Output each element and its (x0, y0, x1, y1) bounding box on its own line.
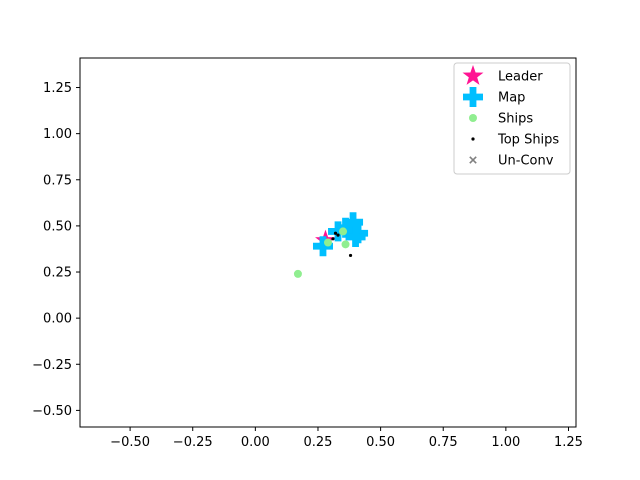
x-tick-label: −0.50 (110, 435, 150, 450)
top-ships-point (333, 231, 338, 235)
legend: Leader Map Ships Top Ships Un-Conv (453, 62, 571, 175)
map-point (343, 212, 364, 233)
y-tick-label: 0.50 (43, 219, 72, 234)
legend-label-un-conv: Un-Conv (498, 154, 554, 169)
map-point (312, 236, 333, 257)
legend-marker-ships (469, 114, 477, 122)
ships-point (293, 269, 302, 278)
x-tick-label: 0.25 (304, 435, 333, 450)
map-point (345, 226, 366, 247)
y-tick-label: 0.25 (43, 266, 72, 281)
legend-marker-top-ships (471, 137, 475, 141)
y-tick-label: 0.00 (43, 312, 72, 327)
legend-box (453, 62, 571, 175)
map-point (328, 221, 349, 242)
y-tick-label: 1.00 (43, 127, 72, 142)
top-ships-point (348, 253, 353, 258)
x-tick-label: 1.00 (491, 435, 520, 450)
plot-frame (79, 57, 577, 428)
legend-marker-leader (462, 65, 484, 85)
ships-point (324, 238, 332, 247)
x-tick-label: 0.75 (429, 435, 458, 450)
legend-label-leader: Leader (498, 70, 543, 85)
x-tick-label: −0.25 (173, 435, 213, 450)
legend-label-map: Map (498, 91, 525, 106)
y-tick-label: 1.25 (43, 81, 72, 96)
ships-point (341, 240, 350, 249)
x-tick-label: 0.50 (366, 435, 395, 450)
legend-label-top-ships: Top Ships (497, 133, 559, 148)
legend-label-ships: Ships (498, 112, 533, 127)
y-tick-label: −0.25 (32, 358, 72, 373)
top-ships-point (336, 233, 340, 237)
y-tick-label: 0.75 (43, 173, 72, 188)
ships-point (339, 227, 348, 236)
legend-marker-un-conv (469, 156, 477, 164)
x-tick-label: 1.25 (554, 435, 583, 450)
legend-marker-map (463, 87, 483, 107)
map-point (335, 217, 356, 238)
x-stroke (469, 156, 477, 164)
y-tick-label: −0.50 (32, 404, 72, 419)
top-ships-point (331, 237, 335, 241)
x-tick-label: 0.00 (241, 435, 270, 450)
